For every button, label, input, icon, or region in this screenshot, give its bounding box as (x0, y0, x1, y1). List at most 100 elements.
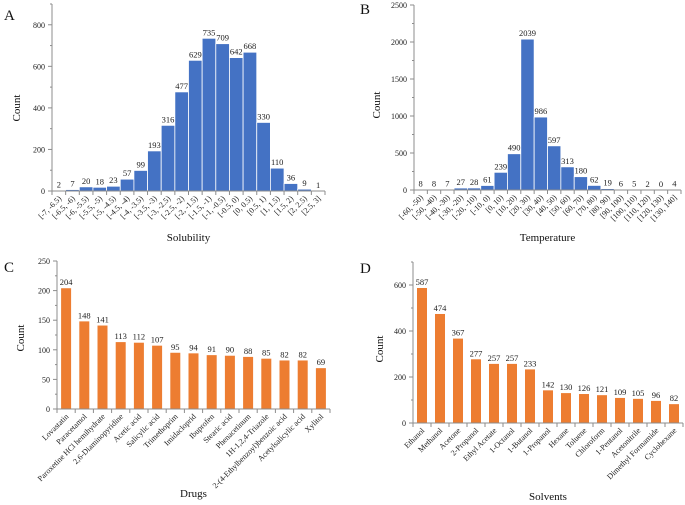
bar (417, 287, 427, 423)
bar (242, 51, 258, 192)
bar (480, 185, 495, 191)
x-tick-label: Xylitol (303, 412, 326, 435)
data-label: 126 (578, 383, 591, 393)
data-label: 90 (226, 345, 235, 355)
data-label: 142 (542, 379, 555, 389)
y-tick-label: 50 (42, 375, 50, 384)
bar (147, 150, 162, 192)
bar (533, 116, 548, 191)
data-label: 8 (432, 178, 436, 188)
data-label: 477 (175, 81, 188, 91)
y-tick-label: 400 (394, 327, 406, 336)
data-label: 57 (123, 168, 132, 178)
y-tick-label: 600 (33, 62, 45, 71)
data-label: 597 (548, 135, 561, 145)
data-label: 20 (82, 176, 91, 186)
y-tick-label: 1500 (391, 75, 407, 84)
data-label: 7 (70, 179, 74, 189)
y-tick-label: 2000 (391, 38, 407, 47)
data-label: 113 (114, 331, 126, 341)
bar (133, 342, 144, 409)
data-label: 27 (456, 177, 465, 187)
data-label: 0 (659, 179, 663, 189)
panel-letter: B (360, 2, 370, 18)
data-label: 141 (96, 315, 109, 325)
y-tick-label: 200 (33, 145, 45, 154)
data-label: 2 (57, 180, 61, 190)
bar (229, 57, 244, 192)
data-label: 148 (78, 310, 91, 320)
bar (188, 353, 199, 409)
x-axis-title: Solubility (167, 232, 211, 244)
bar (315, 368, 326, 409)
data-label: 367 (452, 328, 465, 338)
bar (560, 166, 575, 191)
data-label: 109 (614, 387, 627, 397)
x-axis-title: Solvents (529, 491, 567, 503)
x-axis-title: Temperature (520, 232, 576, 244)
bar (188, 59, 203, 192)
bar (206, 355, 217, 409)
bar (633, 398, 643, 423)
data-label: 2 (646, 179, 650, 189)
data-label: 257 (506, 353, 519, 363)
y-tick-label: 600 (394, 281, 406, 290)
bar (119, 178, 135, 192)
data-label: 735 (203, 27, 216, 37)
data-label: 587 (416, 277, 429, 287)
bar (97, 325, 108, 409)
bar (543, 390, 553, 423)
data-label: 1 (316, 180, 320, 190)
panel-letter: C (4, 260, 14, 276)
y-tick-label: 500 (395, 149, 407, 158)
bar (92, 186, 107, 192)
data-label: 490 (508, 143, 521, 153)
data-label: 61 (483, 174, 492, 184)
data-label: 474 (434, 303, 448, 313)
bar (471, 359, 481, 423)
data-label: 36 (287, 173, 296, 183)
data-label: 2039 (519, 28, 536, 38)
y-tick-label: 0 (41, 187, 45, 196)
bar (269, 167, 285, 192)
y-tick-label: 250 (38, 257, 50, 266)
data-label: 112 (133, 332, 145, 342)
data-label: 239 (494, 161, 507, 171)
y-tick-label: 200 (38, 287, 50, 296)
bar (547, 145, 562, 191)
panel-d: D 587 474 367 277 257 257 233 142 130 126 121 109 105… (360, 261, 684, 503)
data-label: 709 (216, 33, 229, 43)
y-axis-title: Count (374, 336, 386, 363)
data-label: 28 (470, 177, 479, 187)
data-label: 99 (136, 159, 145, 169)
data-label: 82 (298, 349, 307, 359)
bar (224, 355, 235, 409)
bar (243, 356, 254, 409)
data-label: 668 (244, 41, 257, 51)
x-axis-title: Drugs (180, 488, 207, 500)
data-label: 8 (419, 178, 423, 188)
panel-c: C 204 148 141 113 112 107 95 94 91 90 88 85 82 82 69 0 50… (4, 257, 331, 500)
data-label: 4 (672, 179, 677, 189)
data-label: 330 (257, 111, 270, 121)
data-label: 96 (652, 390, 661, 400)
panel-letter: D (360, 261, 371, 277)
data-label: 85 (262, 348, 271, 358)
data-label: 193 (148, 140, 161, 150)
bar (507, 363, 517, 423)
bar (573, 176, 588, 191)
data-label: 23 (109, 175, 118, 185)
bar (297, 360, 308, 409)
y-tick-label: 0 (403, 186, 407, 195)
y-tick-label: 150 (38, 316, 50, 325)
bar (279, 360, 290, 409)
data-label: 130 (560, 382, 573, 392)
data-label: 629 (189, 49, 202, 59)
y-tick-label: 0 (402, 419, 406, 428)
data-label: 642 (230, 47, 243, 57)
bar (106, 185, 121, 192)
data-label: 121 (596, 384, 609, 394)
bar (561, 393, 571, 423)
